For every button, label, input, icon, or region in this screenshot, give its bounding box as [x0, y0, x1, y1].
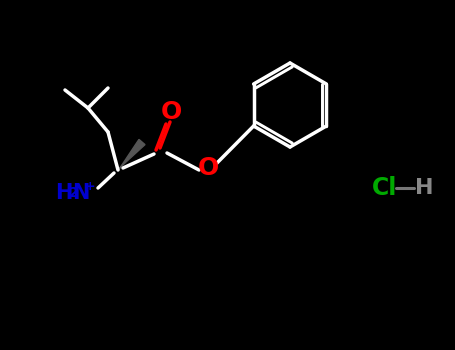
- Text: O: O: [197, 156, 218, 180]
- Text: +: +: [85, 180, 95, 193]
- Text: O: O: [160, 100, 182, 124]
- Polygon shape: [118, 139, 145, 170]
- Text: N: N: [72, 183, 90, 203]
- Text: 2: 2: [69, 186, 79, 200]
- Text: H: H: [415, 178, 433, 198]
- Text: H: H: [56, 183, 73, 203]
- Text: Cl: Cl: [372, 176, 398, 200]
